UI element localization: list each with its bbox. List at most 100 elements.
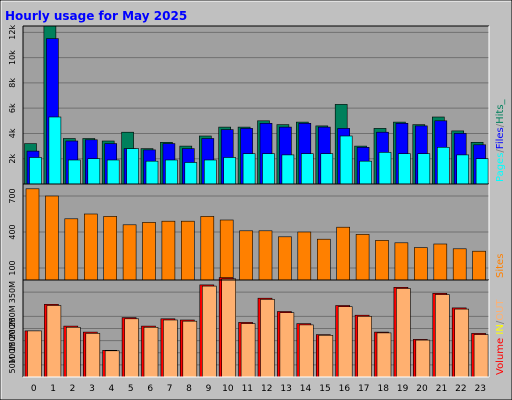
x-tick-label-16: 16 bbox=[339, 384, 351, 394]
bar-sites-0 bbox=[25, 188, 40, 281]
y-tick-label: 50M bbox=[8, 356, 17, 373]
bar-sites-9 bbox=[200, 216, 215, 281]
bar-volume-4 bbox=[104, 350, 120, 378]
bar-volume-10 bbox=[221, 278, 236, 378]
bar-volume-17 bbox=[357, 316, 372, 378]
bar-pages-6 bbox=[145, 160, 159, 185]
y-tick-label: 100M bbox=[8, 342, 17, 364]
x-tick-label-21: 21 bbox=[436, 384, 447, 394]
y-tick-label: 400 bbox=[8, 224, 17, 239]
bar-sites-21 bbox=[433, 243, 448, 281]
bar-pages-2 bbox=[68, 159, 81, 185]
bar-volume-23 bbox=[473, 334, 489, 378]
bar-volume-13 bbox=[279, 312, 295, 378]
bar-pages-11 bbox=[242, 153, 256, 185]
bar-volume-12 bbox=[260, 299, 275, 378]
bar-pages-8 bbox=[184, 162, 198, 185]
bar-sites-6 bbox=[142, 222, 156, 281]
y-tick-label: 12k bbox=[8, 25, 17, 40]
x-tick-label-8: 8 bbox=[186, 384, 192, 394]
legend-entry: IN bbox=[495, 324, 506, 334]
y-tick-label: 10k bbox=[8, 50, 17, 65]
x-tick-label-20: 20 bbox=[416, 384, 428, 394]
y-tick-label: 4k bbox=[8, 128, 17, 138]
y-tick-label: 2k bbox=[8, 153, 17, 163]
bar-pages-16 bbox=[339, 135, 353, 185]
bar-sites-15 bbox=[316, 238, 331, 281]
x-tick-label-1: 1 bbox=[50, 384, 56, 394]
x-tick-label-13: 13 bbox=[280, 384, 291, 394]
bar-volume-3 bbox=[85, 333, 101, 378]
bar-pages-18 bbox=[378, 152, 392, 185]
bar-sites-2 bbox=[64, 218, 79, 281]
x-tick-label-7: 7 bbox=[167, 384, 173, 394]
legend-middle: Sites bbox=[495, 254, 506, 278]
bar-pages-21 bbox=[436, 147, 450, 185]
bar-volume-2 bbox=[66, 326, 81, 378]
bar-sites-22 bbox=[452, 248, 467, 281]
bar-volume-7 bbox=[163, 319, 178, 378]
bar-sites-16 bbox=[336, 226, 351, 281]
bar-volume-21 bbox=[434, 294, 450, 378]
bar-volume-19 bbox=[396, 288, 411, 378]
bar-sites-13 bbox=[278, 236, 292, 281]
x-tick-label-18: 18 bbox=[377, 384, 389, 394]
bar-pages-15 bbox=[320, 153, 334, 185]
x-axis: 0 1 2 3 4 5 6 7 8 9 10 11 12 13 14 15 16 17 18 19 20 21 22 23 bbox=[31, 384, 486, 394]
bar-sites-4 bbox=[103, 216, 117, 281]
bar-pages-3 bbox=[87, 158, 101, 185]
y-tick-label: 6k bbox=[8, 103, 17, 113]
bar-pages-12 bbox=[262, 153, 275, 185]
bar-volume-18 bbox=[376, 332, 392, 378]
bar-volume-14 bbox=[298, 324, 314, 378]
bar-sites-14 bbox=[297, 231, 312, 281]
legend-entry: Files bbox=[495, 127, 506, 149]
bar-sites-10 bbox=[219, 219, 234, 281]
bar-volume-11 bbox=[240, 323, 256, 378]
bar-sites-23 bbox=[472, 250, 486, 281]
y-tick-label: 8k bbox=[8, 78, 17, 88]
legend-entry: / bbox=[495, 149, 506, 153]
bar-pages-23 bbox=[475, 158, 489, 185]
legend-entry: / bbox=[495, 320, 506, 324]
x-tick-label-0: 0 bbox=[31, 384, 37, 394]
y-tick-label: 250M bbox=[8, 305, 17, 327]
bar-volume-15 bbox=[318, 334, 334, 378]
x-tick-label-17: 17 bbox=[358, 384, 369, 394]
legend-bottom: Volume IN/OUT bbox=[495, 299, 506, 375]
bar-sites-20 bbox=[413, 247, 428, 281]
legend-entry: Sites bbox=[495, 254, 506, 278]
bar-pages-1 bbox=[48, 116, 62, 185]
bar-pages-7 bbox=[165, 159, 178, 185]
bar-pages-17 bbox=[359, 160, 372, 185]
bar-pages-10 bbox=[223, 157, 236, 185]
x-tick-label-5: 5 bbox=[128, 384, 134, 394]
bar-pages-5 bbox=[126, 148, 139, 185]
bar-sites-8 bbox=[181, 220, 195, 281]
bar-volume-5 bbox=[124, 318, 139, 378]
x-tick-label-11: 11 bbox=[242, 384, 253, 394]
bar-pages-20 bbox=[417, 153, 431, 185]
bar-sites-12 bbox=[258, 230, 273, 281]
x-tick-label-14: 14 bbox=[300, 384, 312, 394]
y-tick-label: 150M bbox=[8, 329, 17, 351]
bar-sites-5 bbox=[122, 224, 137, 281]
legend-entry: / bbox=[495, 123, 506, 127]
x-tick-label-4: 4 bbox=[109, 384, 115, 394]
bar-volume-16 bbox=[337, 306, 353, 378]
bar-sites-3 bbox=[84, 213, 98, 281]
x-tick-label-3: 3 bbox=[89, 384, 95, 394]
bar-volume-1 bbox=[46, 305, 62, 378]
bar-sites-7 bbox=[161, 220, 176, 281]
bar-volume-9 bbox=[202, 285, 217, 378]
bar-sites-11 bbox=[239, 230, 253, 281]
legend-entry: Hits_ bbox=[495, 98, 506, 123]
bar-sites-1 bbox=[45, 195, 59, 281]
bar-volume-22 bbox=[454, 308, 470, 378]
x-tick-label-19: 19 bbox=[397, 384, 409, 394]
bar-sites-18 bbox=[375, 240, 389, 281]
panel-middle: 100 400 700 bbox=[8, 183, 490, 281]
